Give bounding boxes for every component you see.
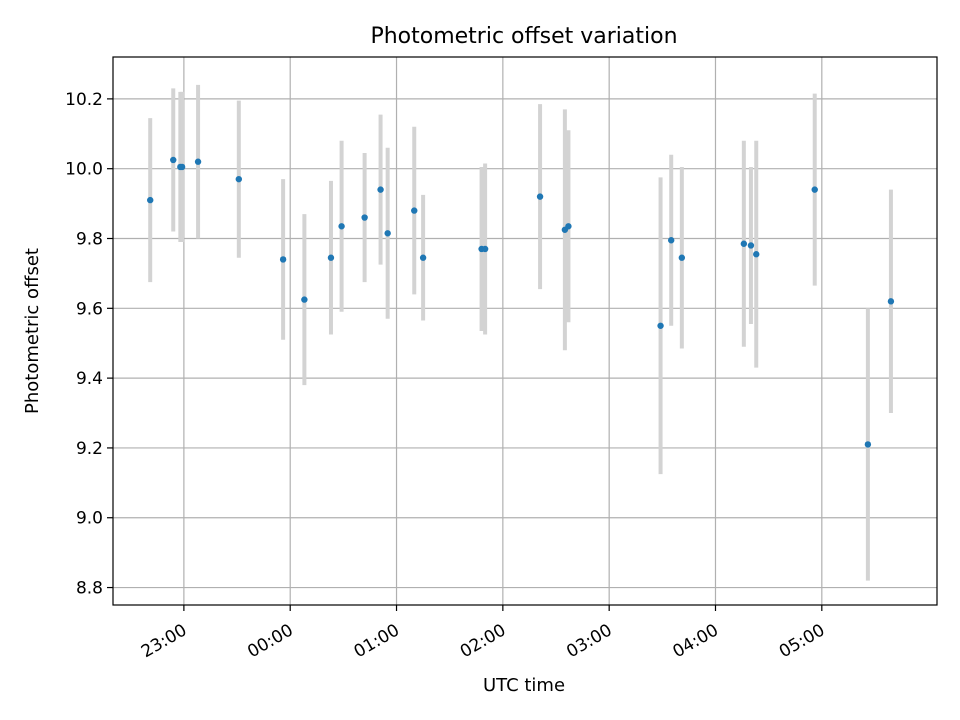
data-point [301, 296, 308, 303]
data-point [887, 298, 895, 305]
data-point [481, 245, 489, 253]
y-tick-label: 9.4 [76, 369, 103, 389]
y-tick-label: 9.8 [76, 230, 103, 250]
y-axis-ticks: 8.8 9.0 9.2 9.4 9.6 9.8 10.0 10.2 [65, 90, 113, 599]
data-point [536, 193, 544, 200]
y-tick-label: 9.0 [76, 509, 103, 529]
y-tick-label: 9.6 [76, 299, 103, 319]
data-point [678, 254, 686, 261]
errorbar-layer [148, 84, 893, 581]
y-tick-label: 10.2 [65, 90, 103, 110]
data-point [194, 158, 202, 165]
data-point [235, 175, 243, 183]
data-point [667, 237, 675, 244]
y-tick-label: 10.0 [65, 160, 103, 180]
x-tick-label: 23:00 [138, 620, 190, 662]
data-point [747, 242, 755, 249]
data-point [811, 186, 818, 193]
data-point [361, 214, 368, 221]
x-tick-label: 04:00 [670, 620, 722, 662]
data-point [279, 256, 287, 263]
x-tick-label: 00:00 [244, 620, 296, 662]
plot-frame [112, 56, 938, 606]
chart-title: Photometric offset variation [370, 24, 677, 49]
data-point [419, 254, 427, 261]
y-tick-label: 9.2 [76, 439, 103, 459]
data-point [864, 441, 872, 448]
data-point [565, 223, 572, 230]
grid-layer [113, 57, 937, 605]
y-axis-label: Photometric offset [22, 248, 43, 414]
data-point [377, 186, 384, 193]
data-point [178, 163, 186, 171]
x-tick-label: 03:00 [563, 620, 615, 662]
data-point [740, 240, 748, 247]
x-axis-ticks: 23:00 00:00 01:00 02:00 03:00 04:00 05:00 [138, 605, 828, 662]
y-tick-label: 8.8 [76, 579, 103, 599]
data-point-layer [147, 156, 895, 448]
data-point [327, 254, 335, 261]
data-point [338, 223, 345, 230]
data-point [753, 251, 760, 258]
x-tick-label: 05:00 [776, 620, 828, 662]
data-point [411, 207, 418, 214]
data-point [657, 322, 664, 329]
x-tick-label: 01:00 [351, 620, 403, 662]
x-tick-label: 02:00 [457, 620, 509, 662]
x-axis-label: UTC time [483, 675, 565, 696]
data-point [147, 196, 154, 204]
data-point [384, 230, 391, 237]
data-point [170, 156, 177, 164]
